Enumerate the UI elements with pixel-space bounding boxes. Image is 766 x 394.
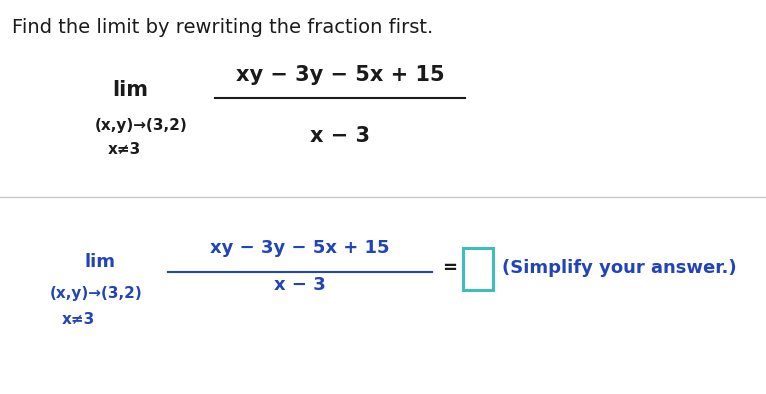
Text: lim: lim [112,80,148,100]
Text: xy − 3y − 5x + 15: xy − 3y − 5x + 15 [236,65,444,85]
Text: x − 3: x − 3 [310,126,370,146]
Text: (x,y)→(3,2): (x,y)→(3,2) [50,286,142,301]
Text: Find the limit by rewriting the fraction first.: Find the limit by rewriting the fraction… [12,18,434,37]
Text: =: = [443,259,457,277]
Text: xy − 3y − 5x + 15: xy − 3y − 5x + 15 [210,239,390,257]
Text: x≠3: x≠3 [62,312,95,327]
Text: lim: lim [84,253,116,271]
Text: x≠3: x≠3 [108,142,141,157]
Bar [463,248,493,290]
Text: (x,y)→(3,2): (x,y)→(3,2) [95,118,188,133]
Text: x − 3: x − 3 [274,276,326,294]
Text: (Simplify your answer.): (Simplify your answer.) [502,259,737,277]
